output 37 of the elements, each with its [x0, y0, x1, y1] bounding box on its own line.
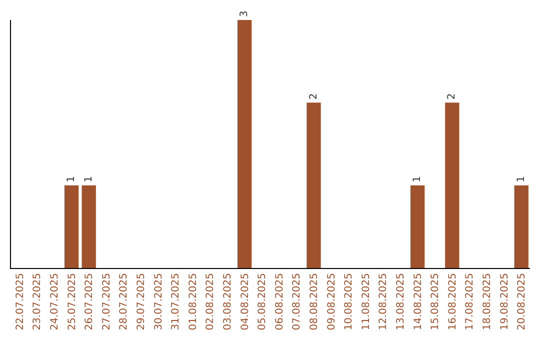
- x-tick-label: 11.08.2025: [360, 273, 372, 330]
- data-label: 2: [308, 93, 320, 100]
- x-tick-label: 12.08.2025: [378, 273, 390, 330]
- data-label: 3: [239, 10, 250, 17]
- x-tick-label: 27.07.2025: [101, 273, 112, 330]
- data-label: 1: [412, 176, 424, 182]
- x-tick-label: 24.07.2025: [50, 273, 60, 330]
- x-tick-label: 07.08.2025: [292, 273, 303, 330]
- x-tick-label: 03.08.2025: [222, 273, 234, 330]
- x-tick-label: 09.08.2025: [326, 273, 338, 330]
- data-label: 1: [83, 176, 94, 182]
- x-tick-label: 26.07.2025: [84, 273, 96, 330]
- x-tick-label: 16.08.2025: [447, 273, 458, 330]
- x-tick-label: 30.07.2025: [153, 273, 164, 330]
- x-tick-label: 14.08.2025: [412, 273, 424, 330]
- x-tick-label: 20.08.2025: [516, 273, 528, 330]
- x-tick-label: 28.07.2025: [118, 273, 130, 330]
- x-tick-label: 04.08.2025: [240, 273, 251, 330]
- x-tick-label: 01.08.2025: [188, 273, 199, 330]
- x-tick-label: 13.08.2025: [396, 273, 406, 330]
- x-tick-label: 15.08.2025: [430, 273, 442, 330]
- data-label: 2: [446, 93, 458, 100]
- x-tick-label: 25.07.2025: [66, 273, 78, 330]
- x-tick-label: 29.07.2025: [136, 273, 147, 330]
- x-tick-label: 08.08.2025: [309, 273, 320, 330]
- x-tick-label: 18.08.2025: [482, 273, 493, 330]
- data-label: 1: [516, 176, 527, 182]
- x-tick-label: 22.07.2025: [14, 273, 26, 330]
- x-tick-label: 31.07.2025: [170, 273, 182, 330]
- data-label: 1: [66, 176, 78, 182]
- x-tick-label: 05.08.2025: [257, 273, 268, 330]
- x-tick-label: 17.08.2025: [464, 273, 476, 330]
- x-tick-label: 19.08.2025: [499, 273, 510, 330]
- x-tick-label: 10.08.2025: [344, 273, 355, 330]
- x-tick-label: 06.08.2025: [274, 273, 286, 330]
- x-tick-label: 23.07.2025: [32, 273, 44, 330]
- x-tick-label: 02.08.2025: [205, 273, 216, 330]
